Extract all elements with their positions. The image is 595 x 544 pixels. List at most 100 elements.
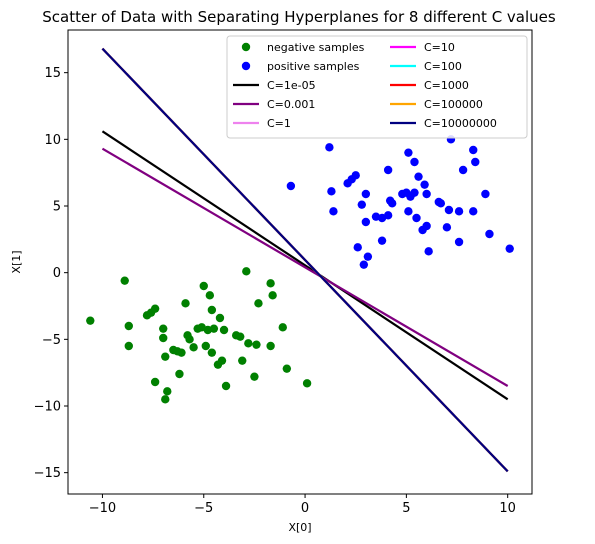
legend-label-c-1000: C=1000 <box>424 79 469 92</box>
positive-samples-point <box>458 165 468 175</box>
line-c-0-001 <box>101 147 509 387</box>
positive-samples-point <box>505 244 514 253</box>
positive-samples-point <box>351 171 360 180</box>
negative-samples-point <box>163 387 172 396</box>
negative-samples-point <box>209 324 219 333</box>
positive-samples-point <box>471 157 480 167</box>
x-tick-label: 10 <box>499 501 516 516</box>
positive-samples-point <box>444 205 454 215</box>
x-axis-label: X[0] <box>288 521 311 534</box>
x-tick-label: −10 <box>89 501 116 516</box>
negative-samples-point <box>238 356 247 365</box>
positive-samples-point <box>420 180 429 189</box>
negative-samples-point <box>242 267 251 276</box>
negative-samples-point <box>252 340 261 349</box>
y-tick-label: 10 <box>44 133 61 148</box>
negative-samples-point <box>189 343 198 352</box>
positive-samples-point <box>410 188 419 197</box>
negative-samples-point <box>177 348 186 357</box>
positive-samples-point <box>286 181 296 191</box>
plot-lines <box>101 47 509 473</box>
y-axis: −15 −10 −5 0 5 10 15 <box>34 66 68 481</box>
negative-samples-point <box>181 299 190 308</box>
positive-samples-point <box>414 172 423 181</box>
positive-samples-point <box>422 189 431 199</box>
negative-samples-point <box>86 316 95 325</box>
legend: negative samples positive samples C=1e-05 C… <box>226 35 528 139</box>
negative-samples-point <box>185 335 194 344</box>
positive-samples-point <box>383 165 393 175</box>
line-c-1e-05 <box>101 130 509 401</box>
x-tick-label: 0 <box>301 501 309 516</box>
negative-samples-point <box>221 381 231 391</box>
y-tick-label: −10 <box>34 400 61 415</box>
negative-samples-point <box>124 341 133 351</box>
negative-samples-point <box>244 339 253 348</box>
positive-samples-point <box>383 211 393 220</box>
x-axis: −10 −5 0 5 10 <box>89 494 516 516</box>
negative-samples-point <box>282 364 292 373</box>
positive-samples-point <box>363 252 373 261</box>
positive-samples-point <box>424 247 433 256</box>
positive-samples-point <box>485 229 494 239</box>
negative-samples-point <box>207 305 217 315</box>
positive-samples-point <box>359 260 369 269</box>
plot-points <box>86 135 514 404</box>
y-tick-label: −5 <box>42 333 61 348</box>
legend-label-c-1e-05: C=1e-05 <box>267 79 316 92</box>
negative-samples-point <box>150 377 160 387</box>
negative-samples-point <box>199 281 208 291</box>
negative-samples-point <box>250 372 259 381</box>
positive-samples-point <box>412 213 421 223</box>
negative-samples-point <box>124 321 133 331</box>
positive-samples-point <box>387 199 397 208</box>
x-tick-label: −5 <box>194 501 213 516</box>
positive-samples-point <box>481 189 490 199</box>
negative-samples-point <box>201 341 210 351</box>
negative-samples-point <box>236 332 245 341</box>
positive-samples-point <box>329 207 338 216</box>
legend-label-c-100000: C=100000 <box>424 98 483 111</box>
legend-label-positive-samples: positive samples <box>267 60 360 73</box>
positive-samples-point <box>325 143 334 152</box>
positive-samples-point <box>361 189 371 199</box>
negative-samples-point <box>159 333 168 343</box>
legend-label-c-1: C=1 <box>267 117 291 130</box>
y-tick-label: 5 <box>53 200 61 215</box>
negative-samples-point <box>150 304 160 313</box>
negative-samples-point <box>278 323 287 332</box>
positive-samples-point <box>377 236 387 245</box>
positive-samples-point <box>357 200 366 209</box>
y-axis-label: X[1] <box>10 250 23 273</box>
negative-samples-point <box>266 341 275 351</box>
y-tick-label: −15 <box>34 466 61 481</box>
positive-samples-point <box>442 223 452 232</box>
positive-samples-point <box>422 221 431 231</box>
positive-samples-point <box>469 145 478 155</box>
legend-label-c-10000000: C=10000000 <box>424 117 497 130</box>
negative-samples-point <box>302 379 312 388</box>
positive-samples-point <box>404 148 413 157</box>
positive-samples-point <box>410 157 419 167</box>
negative-samples-point <box>266 279 275 288</box>
x-tick-label: 5 <box>402 501 410 516</box>
legend-marker-positive-samples <box>241 61 251 71</box>
legend-marker-negative-samples <box>241 42 251 52</box>
positive-samples-point <box>454 207 464 216</box>
legend-label-negative-samples: negative samples <box>267 41 365 54</box>
negative-samples-point <box>175 369 184 379</box>
positive-samples-point <box>454 237 464 247</box>
negative-samples-point <box>205 291 215 300</box>
legend-label-c-10: C=10 <box>424 41 455 54</box>
plot-frame <box>67 29 533 495</box>
negative-samples-point <box>161 395 170 404</box>
negative-samples-point <box>219 325 229 335</box>
positive-samples-point <box>353 243 362 252</box>
legend-box <box>226 35 528 139</box>
chart-title: Scatter of Data with Separating Hyperpla… <box>42 8 556 26</box>
positive-samples-point <box>436 199 446 208</box>
positive-samples-point <box>327 187 336 196</box>
negative-samples-point <box>159 324 168 333</box>
positive-samples-point <box>361 217 371 227</box>
